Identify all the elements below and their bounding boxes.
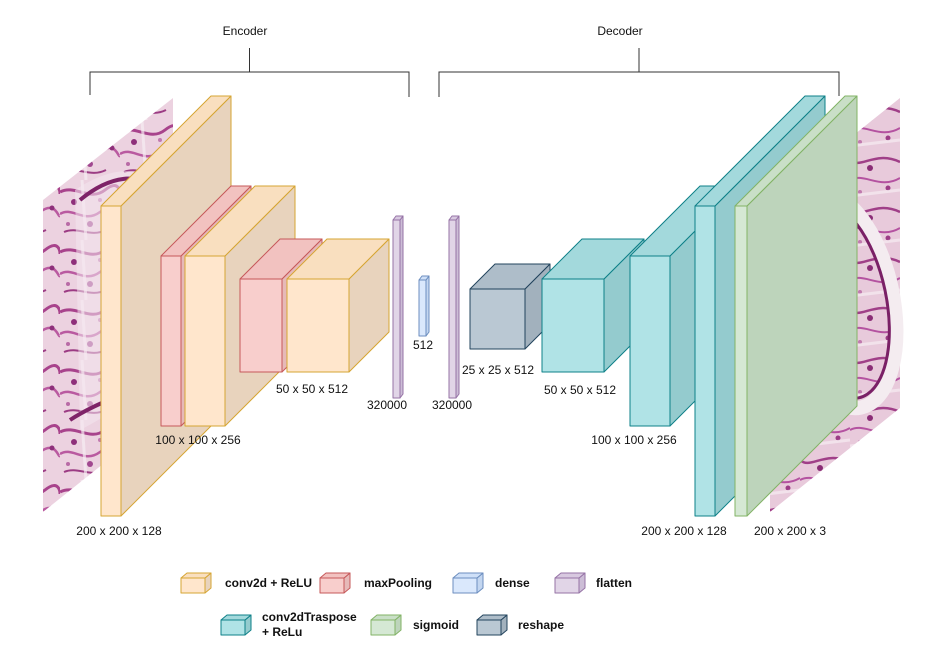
legend-conv-label: conv2d + ReLU [225,576,312,590]
label-dense: 512 [413,338,433,352]
label-reshape: 25 x 25 x 512 [462,363,534,377]
label-sigmoid: 200 x 200 x 3 [754,524,826,538]
label-enc-conv3: 50 x 50 x 512 [276,382,348,396]
legend-deconv-label-1: conv2dTraspose [262,610,357,624]
layer-flatten1 [392,215,404,399]
label-dec-conv1: 50 x 50 x 512 [544,383,616,397]
encoder-title: Encoder [223,24,268,38]
layer-dense [418,275,430,337]
label-enc-conv1: 200 x 200 x 128 [76,524,162,538]
legend-sigmoid-label: sigmoid [413,618,459,632]
encoder-bracket [89,48,410,97]
label-dec-conv3: 200 x 200 x 128 [641,524,727,538]
legend-sigmoid-icon [370,614,402,636]
legend-dense-label: dense [495,576,530,590]
legend-conv-icon [180,572,212,594]
legend-flatten-label: flatten [596,576,632,590]
legend-deconv-label-2: + ReLu [262,625,302,639]
legend-pool-icon [319,572,351,594]
legend-flatten-icon [554,572,586,594]
legend-pool-label: maxPooling [364,576,432,590]
legend-reshape-icon [476,614,508,636]
layer-enc-conv3 [286,238,390,373]
layer-sigmoid [734,95,858,517]
legend-reshape-label: reshape [518,618,564,632]
decoder-title: Decoder [597,24,642,38]
layer-dec-conv1 [541,238,645,373]
legend-deconv-icon [220,614,252,636]
label-flatten2: 320000 [432,398,472,412]
legend-dense-icon [452,572,484,594]
label-flatten1: 320000 [367,398,407,412]
label-dec-conv2: 100 x 100 x 256 [591,433,677,447]
label-enc-conv2: 100 x 100 x 256 [155,433,241,447]
layer-reshape [469,263,551,350]
layer-flatten2 [448,215,460,399]
decoder-bracket [438,48,840,97]
